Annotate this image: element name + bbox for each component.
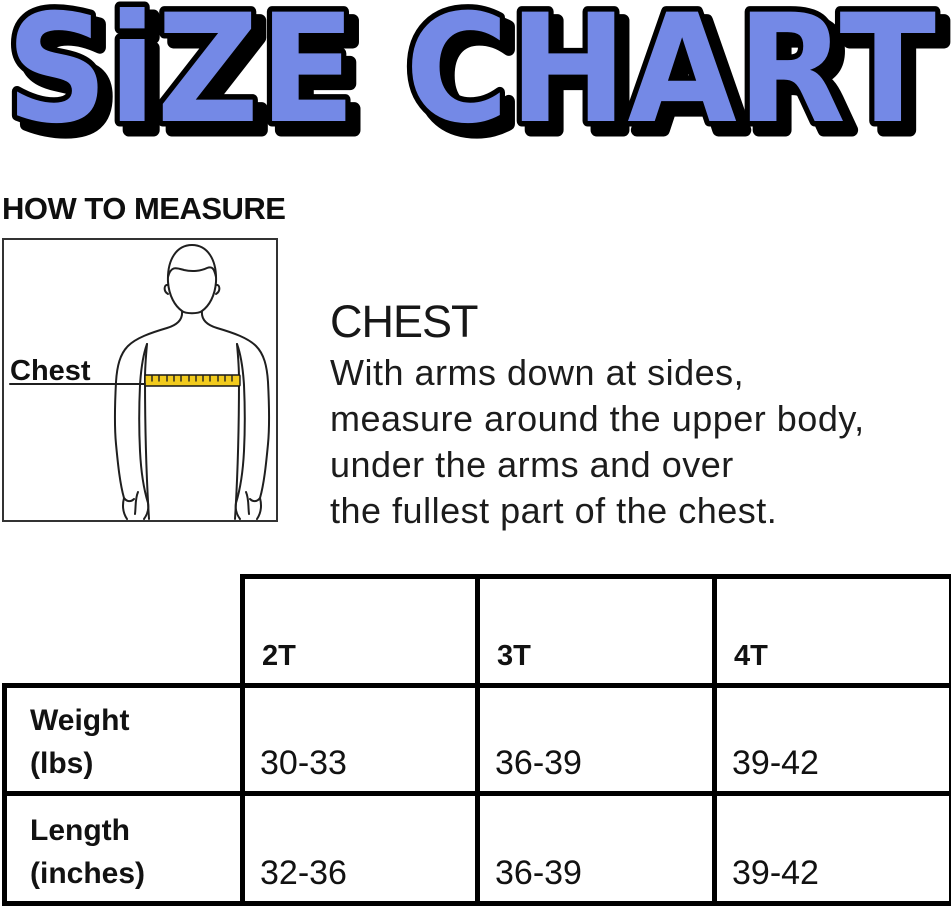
weight-4t-cell: 39-42 [715, 686, 951, 794]
left-hand [124, 492, 138, 514]
instruction-line: under the arms and over [330, 442, 865, 488]
measure-diagram-box: Chest [2, 238, 278, 522]
size-column-header-2t: 2T [243, 577, 478, 686]
left-shoulder-arm-outline [115, 311, 182, 519]
size-chart-title: SiZE CHART SiZE CHART [0, 0, 951, 165]
size-table: 2T 3T 4T Weight (lbs) 30-33 36-39 39-42 … [2, 574, 951, 906]
row-label-line: (inches) [30, 852, 240, 895]
length-row-label: Length (inches) [5, 794, 243, 904]
instruction-line: the fullest part of the chest. [330, 488, 865, 534]
measuring-tape [145, 375, 240, 386]
instruction-line: With arms down at sides, [330, 350, 865, 396]
size-column-header-4t: 4T [715, 577, 951, 686]
head-outline [168, 245, 216, 313]
instruction-line: measure around the upper body, [330, 396, 865, 442]
empty-corner-cell [5, 577, 243, 686]
hairline [168, 267, 216, 277]
row-label-line: Weight [30, 699, 240, 742]
chest-diagram-label: Chest [10, 355, 91, 387]
row-label-line: (lbs) [30, 742, 240, 785]
length-row: Length (inches) 32-36 36-39 39-42 [5, 794, 951, 904]
chest-section-heading: CHEST [330, 296, 478, 348]
right-hand [246, 492, 260, 514]
title-main-text: SiZE CHART [6, 0, 936, 157]
weight-3t-cell: 36-39 [478, 686, 715, 794]
chest-instructions: With arms down at sides, measure around … [330, 350, 865, 534]
right-shoulder-arm-outline [202, 311, 269, 519]
weight-row-label: Weight (lbs) [5, 686, 243, 794]
length-4t-cell: 39-42 [715, 794, 951, 904]
male-torso-figure: Chest [4, 240, 276, 520]
weight-2t-cell: 30-33 [243, 686, 478, 794]
length-3t-cell: 36-39 [478, 794, 715, 904]
size-column-header-3t: 3T [478, 577, 715, 686]
length-2t-cell: 32-36 [243, 794, 478, 904]
how-to-measure-heading: HOW TO MEASURE [2, 191, 286, 227]
weight-row: Weight (lbs) 30-33 36-39 39-42 [5, 686, 951, 794]
row-label-line: Length [30, 809, 240, 852]
header-row: 2T 3T 4T [5, 577, 951, 686]
